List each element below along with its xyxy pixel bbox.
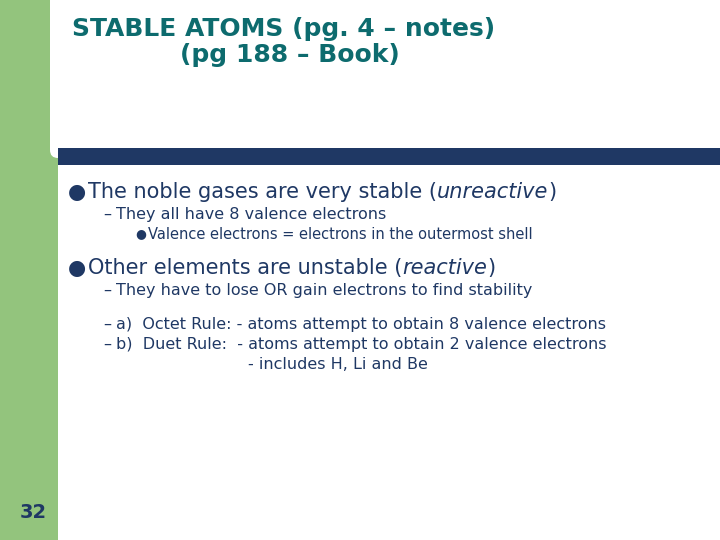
Text: STABLE ATOMS (pg. 4 – notes): STABLE ATOMS (pg. 4 – notes) (72, 17, 495, 41)
Text: –: – (103, 207, 111, 222)
Text: ): ) (487, 258, 495, 278)
Bar (58, 148, 720, 165)
Text: unreactive: unreactive (437, 182, 549, 202)
Text: a)  Octet Rule: - atoms attempt to obtain 8 valence electrons: a) Octet Rule: - atoms attempt to obtain… (116, 317, 606, 332)
Text: (pg 188 – Book): (pg 188 – Book) (180, 43, 400, 67)
Text: –: – (103, 317, 111, 332)
Text: ●: ● (68, 182, 86, 202)
Text: ): ) (549, 182, 557, 202)
Text: b)  Duet Rule:  - atoms attempt to obtain 2 valence electrons: b) Duet Rule: - atoms attempt to obtain … (116, 337, 606, 352)
Text: - includes H, Li and Be: - includes H, Li and Be (248, 357, 428, 372)
Text: Other elements are unstable (: Other elements are unstable ( (88, 258, 402, 278)
Text: ●: ● (135, 227, 146, 240)
Text: They all have 8 valence electrons: They all have 8 valence electrons (116, 207, 386, 222)
FancyBboxPatch shape (0, 0, 258, 125)
Text: –: – (103, 283, 111, 298)
Bar (0, 125, 58, 540)
Text: 32: 32 (20, 503, 47, 522)
Text: ●: ● (68, 258, 86, 278)
Text: They have to lose OR gain electrons to find stability: They have to lose OR gain electrons to f… (116, 283, 532, 298)
Text: –: – (103, 337, 111, 352)
Text: The noble gases are very stable (: The noble gases are very stable ( (88, 182, 437, 202)
Text: reactive: reactive (402, 258, 487, 278)
Text: Valence electrons = electrons in the outermost shell: Valence electrons = electrons in the out… (148, 227, 533, 242)
FancyBboxPatch shape (50, 0, 720, 158)
